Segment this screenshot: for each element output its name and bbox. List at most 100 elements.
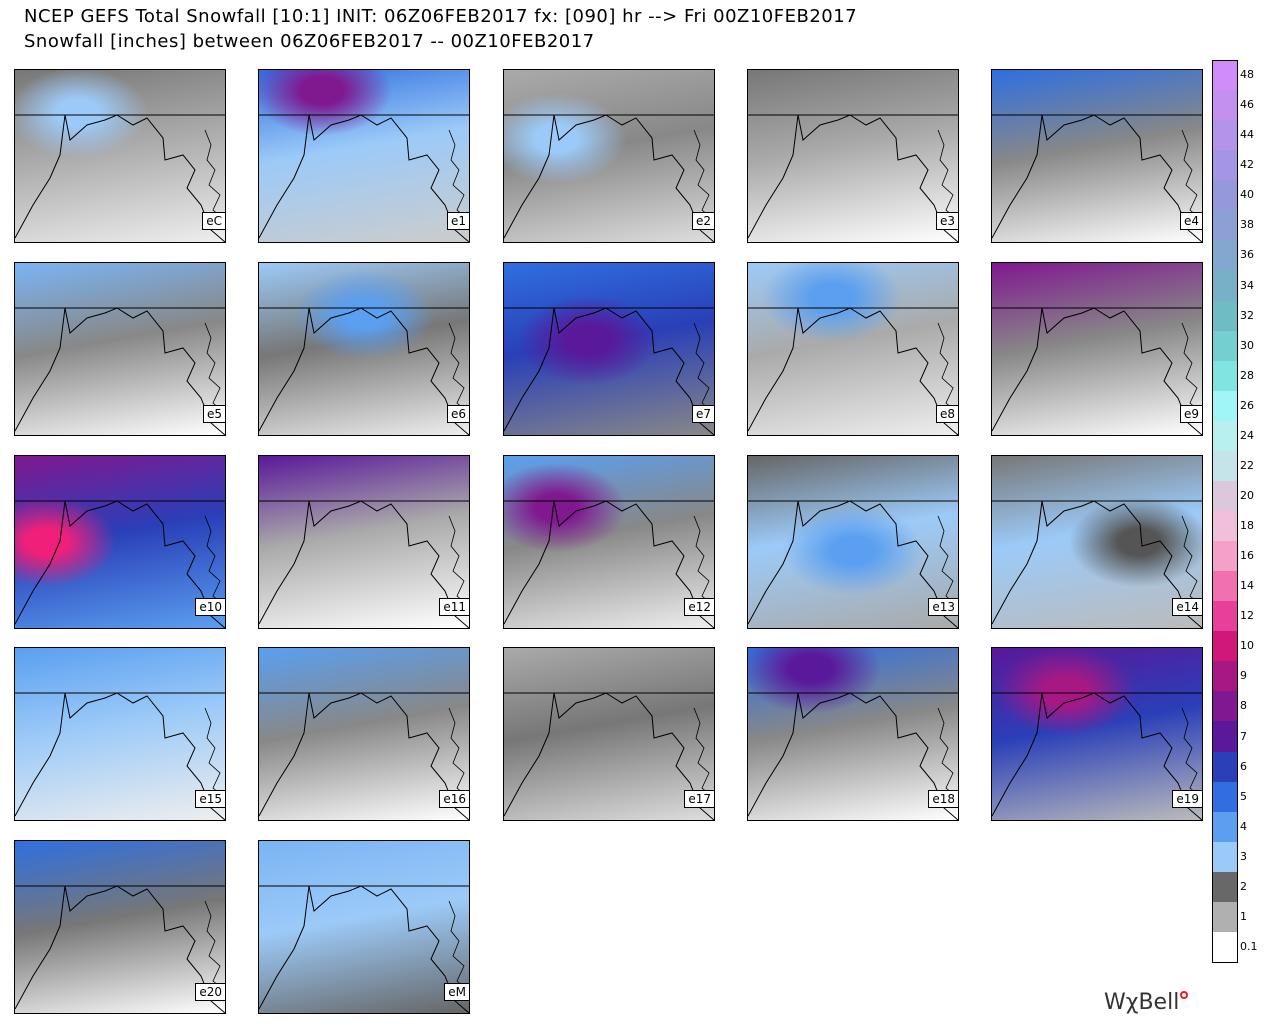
colorbar-swatch <box>1212 721 1238 753</box>
map-panel: e11 <box>258 455 470 629</box>
map-outline <box>748 500 958 628</box>
logo-dot <box>1180 991 1189 999</box>
panel-label: e15 <box>195 790 226 808</box>
map-outline <box>748 307 958 435</box>
panel-label: e16 <box>439 790 470 808</box>
colorbar-swatch <box>1212 931 1238 964</box>
colorbar-swatch <box>1212 781 1238 813</box>
map-outline <box>504 692 714 820</box>
colorbar-label: 28 <box>1240 368 1254 382</box>
map-outline <box>992 500 1202 628</box>
map-panel: e1 <box>258 69 470 243</box>
map-outline <box>992 307 1202 435</box>
colorbar-label: 24 <box>1240 428 1254 442</box>
map-panel: e13 <box>747 455 959 629</box>
map-outline <box>259 114 469 242</box>
panel-label: eC <box>202 212 226 230</box>
map-outline <box>15 692 225 820</box>
panel-label: e17 <box>684 790 715 808</box>
map-panel: e10 <box>14 455 226 629</box>
colorbar-label: 20 <box>1240 488 1254 502</box>
logo-text: WχBell <box>1104 990 1180 1015</box>
map-outline <box>259 307 469 435</box>
panel-label: e9 <box>1179 405 1203 423</box>
map-panel: e6 <box>258 262 470 436</box>
colorbar-swatch <box>1212 420 1238 452</box>
map-panel: e8 <box>747 262 959 436</box>
map-outline <box>748 692 958 820</box>
colorbar-label: 1 <box>1240 909 1247 923</box>
panel-label: e14 <box>1172 598 1203 616</box>
colorbar-label: 26 <box>1240 398 1254 412</box>
map-panel: e15 <box>14 647 226 821</box>
colorbar-label: 4 <box>1240 819 1247 833</box>
panel-label: e3 <box>935 212 959 230</box>
colorbar-swatch <box>1212 480 1238 512</box>
colorbar-swatch <box>1212 811 1238 843</box>
map-panel: e7 <box>503 262 715 436</box>
colorbar-label: 38 <box>1240 218 1254 232</box>
colorbar-label: 42 <box>1240 158 1254 172</box>
panel-label: e8 <box>935 405 959 423</box>
map-panel: e2 <box>503 69 715 243</box>
map-panel: e14 <box>991 455 1203 629</box>
colorbar-label: 40 <box>1240 188 1254 202</box>
map-outline <box>748 114 958 242</box>
panel-label: e1 <box>446 212 470 230</box>
colorbar-swatch <box>1212 571 1238 602</box>
panel-label: e4 <box>1179 212 1203 230</box>
colorbar-label: 5 <box>1240 789 1247 803</box>
colorbar-swatch <box>1212 631 1238 662</box>
colorbar-swatch <box>1212 511 1238 542</box>
colorbar-label: 2 <box>1240 879 1247 893</box>
map-outline <box>15 114 225 242</box>
colorbar-swatch <box>1212 120 1238 151</box>
map-outline <box>504 114 714 242</box>
colorbar-label: 36 <box>1240 248 1254 262</box>
map-outline <box>504 307 714 435</box>
title: NCEP GEFS Total Snowfall [10:1] INIT: 06… <box>24 6 858 27</box>
colorbar-swatch <box>1212 270 1238 302</box>
colorbar-swatch <box>1212 150 1238 181</box>
panel-label: e18 <box>928 790 959 808</box>
panel-label: e19 <box>1172 790 1203 808</box>
colorbar-swatch <box>1212 210 1238 241</box>
colorbar-label: 8 <box>1240 699 1247 713</box>
panel-label: e13 <box>928 598 959 616</box>
colorbar-swatch <box>1212 901 1238 933</box>
panel-label: eM <box>444 983 470 1001</box>
colorbar-swatch <box>1212 180 1238 211</box>
colorbar-label: 18 <box>1240 519 1254 533</box>
map-outline <box>15 885 225 1013</box>
colorbar-swatch <box>1212 450 1238 482</box>
map-panel: e4 <box>991 69 1203 243</box>
colorbar-label: 9 <box>1240 669 1247 683</box>
map-outline <box>15 500 225 628</box>
colorbar-label: 30 <box>1240 338 1254 352</box>
colorbar-swatch <box>1212 871 1238 903</box>
panel-label: e10 <box>195 598 226 616</box>
colorbar-label: 34 <box>1240 278 1254 292</box>
colorbar-label: 10 <box>1240 639 1254 653</box>
colorbar-label: 44 <box>1240 128 1254 142</box>
map-outline <box>992 692 1202 820</box>
map-panel: e12 <box>503 455 715 629</box>
colorbar-label: 12 <box>1240 609 1254 623</box>
logo: WχBell <box>1104 990 1189 1015</box>
colorbar-swatch <box>1212 390 1238 422</box>
colorbar-swatch <box>1212 541 1238 572</box>
panel-label: e12 <box>684 598 715 616</box>
map-panel: e5 <box>14 262 226 436</box>
map-panel: eM <box>258 840 470 1014</box>
map-panel: e3 <box>747 69 959 243</box>
map-panel: e18 <box>747 647 959 821</box>
map-panel: e17 <box>503 647 715 821</box>
colorbar-swatch <box>1212 90 1238 121</box>
colorbar-label: 14 <box>1240 579 1254 593</box>
map-outline <box>15 307 225 435</box>
colorbar-swatch <box>1212 751 1238 783</box>
map-panel: e16 <box>258 647 470 821</box>
panel-label: e2 <box>691 212 715 230</box>
colorbar-swatch <box>1212 360 1238 392</box>
